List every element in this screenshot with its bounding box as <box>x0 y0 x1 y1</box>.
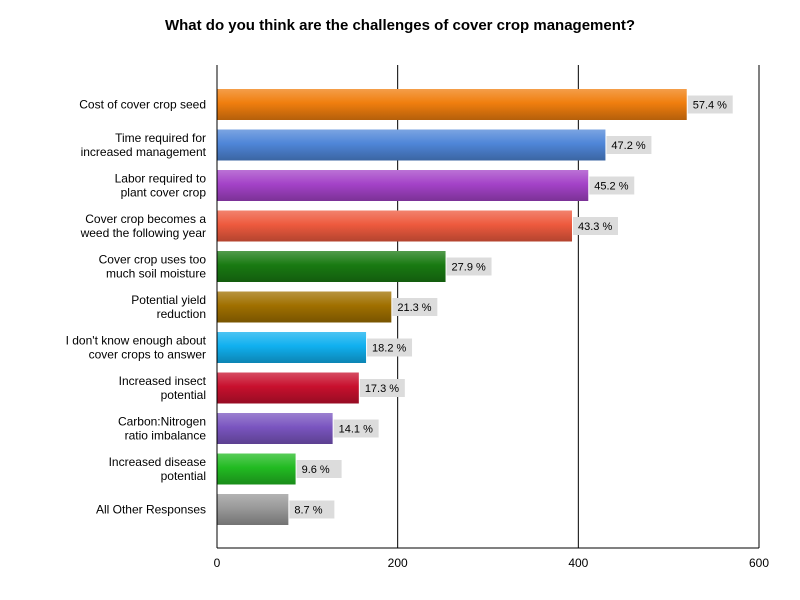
value-label-box-8 <box>333 419 379 438</box>
value-label-10: 8.7 % <box>294 505 322 517</box>
bar-8 <box>217 413 333 444</box>
x-tick-label-0: 0 <box>214 556 221 570</box>
value-label-box-5 <box>392 298 438 316</box>
category-label-10-0: All Other Responses <box>96 503 206 517</box>
category-label-3-0: Cover crop becomes a <box>85 212 206 226</box>
chart-title: What do you think are the challenges of … <box>164 17 636 34</box>
value-label-6: 18.2 % <box>372 343 406 355</box>
category-label-7-0: Increased insect <box>119 374 207 388</box>
value-label-1: 47.2 % <box>611 140 645 152</box>
value-label-box-2 <box>589 176 635 195</box>
value-label-0: 57.4 % <box>693 100 727 112</box>
value-label-box-1 <box>606 136 652 154</box>
x-tick-label-600: 600 <box>749 556 769 570</box>
x-tick-label-200: 200 <box>388 556 408 570</box>
category-label-0-0: Cost of cover crop seed <box>79 98 206 112</box>
bar-0 <box>217 89 687 120</box>
category-label-2-0: Labor required to <box>115 172 207 186</box>
bar-4 <box>217 251 446 282</box>
value-label-box-9 <box>296 460 342 478</box>
bar-5 <box>217 291 392 323</box>
value-label-8: 14.1 % <box>339 424 373 436</box>
bar-9 <box>217 453 296 485</box>
category-label-3-1: weed the following year <box>80 226 206 240</box>
bar-7 <box>217 372 359 404</box>
category-label-5-1: reduction <box>157 307 206 321</box>
value-label-box-3 <box>573 217 619 235</box>
category-label-1-1: increased management <box>81 145 207 159</box>
category-label-4-1: much soil moisture <box>106 267 206 281</box>
category-label-8-1: ratio imbalance <box>125 429 207 443</box>
category-label-6-1: cover crops to answer <box>89 348 206 362</box>
value-label-box-0 <box>687 95 733 114</box>
category-label-8-0: Carbon:Nitrogen <box>118 415 206 429</box>
category-label-4-0: Cover crop uses too <box>99 253 207 267</box>
category-label-9-0: Increased disease <box>109 455 207 469</box>
value-label-box-10 <box>289 500 335 519</box>
value-label-box-7 <box>359 379 405 397</box>
value-label-3: 43.3 % <box>578 221 612 233</box>
category-label-2-1: plant cover crop <box>121 186 207 200</box>
value-label-5: 21.3 % <box>397 302 431 314</box>
category-label-7-1: potential <box>161 388 206 402</box>
value-label-box-6 <box>367 338 413 357</box>
bar-3 <box>217 210 573 242</box>
value-label-2: 45.2 % <box>594 181 628 193</box>
bar-1 <box>217 129 606 161</box>
value-label-9: 9.6 % <box>302 464 330 476</box>
category-label-5-0: Potential yield <box>131 293 206 307</box>
bar-2 <box>217 170 589 201</box>
category-label-9-1: potential <box>161 469 206 483</box>
value-label-7: 17.3 % <box>365 383 399 395</box>
value-label-box-4 <box>446 257 492 276</box>
category-label-6-0: I don't know enough about <box>66 334 207 348</box>
bar-6 <box>217 332 367 363</box>
category-label-1-0: Time required for <box>115 131 206 145</box>
x-tick-label-400: 400 <box>568 556 588 570</box>
value-label-4: 27.9 % <box>452 262 486 274</box>
bar-10 <box>217 494 289 525</box>
